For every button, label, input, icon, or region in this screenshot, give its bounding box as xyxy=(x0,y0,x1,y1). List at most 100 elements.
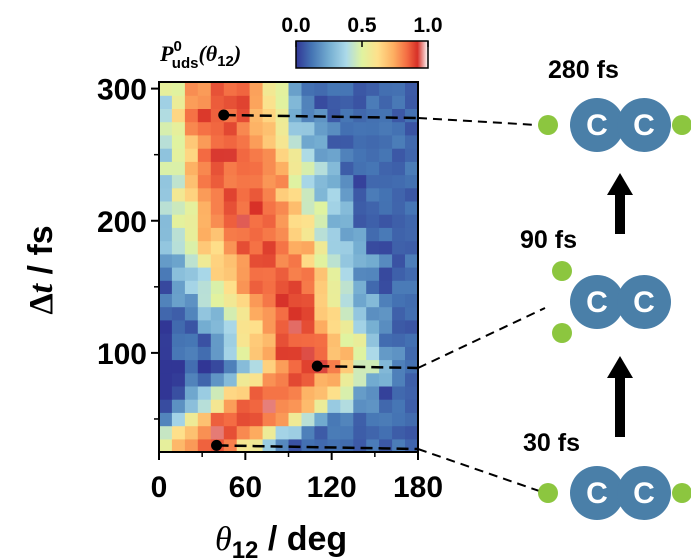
heatmap-cell xyxy=(340,240,354,255)
heatmap-cell xyxy=(314,121,328,136)
heatmap-cell xyxy=(340,187,354,202)
heatmap-cell xyxy=(288,121,303,136)
heatmap-cell xyxy=(236,95,251,109)
carbon-atom xyxy=(570,466,624,520)
y-tick-label: 200 xyxy=(97,206,147,239)
colorbar-ticks: 0.0 0.5 1.0 xyxy=(281,14,443,47)
heatmap-cell xyxy=(184,319,199,334)
heatmap-cell xyxy=(353,174,367,189)
heatmap-cell xyxy=(353,333,367,347)
heatmap-cell xyxy=(159,359,173,374)
marker-point xyxy=(311,360,323,372)
heatmap-cell xyxy=(159,438,173,452)
heatmap-cell xyxy=(236,253,251,268)
heatmap-cell xyxy=(223,200,238,215)
heatmap-cell xyxy=(223,438,238,452)
heatmap-cell xyxy=(171,293,186,308)
heatmap-cell xyxy=(171,108,186,123)
heatmap-cell xyxy=(275,227,290,242)
heatmap-cell xyxy=(171,267,186,281)
heatmap-cell xyxy=(223,253,238,268)
heatmap-cell xyxy=(236,319,251,334)
heatmap-cell xyxy=(159,306,173,321)
x-tick-label: 60 xyxy=(229,471,262,504)
heatmap-cell xyxy=(223,359,238,374)
heatmap-cell xyxy=(262,372,277,387)
heatmap-cell xyxy=(236,372,251,387)
heatmap-cell xyxy=(340,161,354,176)
heatmap-cell xyxy=(184,280,199,294)
heatmap-cell xyxy=(184,200,199,215)
heatmap-cell xyxy=(223,293,238,308)
heatmap-cell xyxy=(210,412,225,427)
heatmap-cell xyxy=(223,240,238,255)
heatmap-cell xyxy=(275,280,290,294)
heatmap-cell xyxy=(366,161,380,176)
heatmap-cell xyxy=(210,372,225,387)
heatmap-cell xyxy=(379,438,393,452)
heatmap-cell xyxy=(262,187,277,202)
heatmap-cell xyxy=(288,293,303,308)
heatmap-cell xyxy=(379,187,393,202)
heatmap-cell xyxy=(249,333,264,347)
heatmap-cell xyxy=(275,372,290,387)
heatmap-cell xyxy=(314,425,328,440)
heatmap-cell xyxy=(159,108,173,123)
heatmap-cell xyxy=(301,161,315,176)
heatmap-cell xyxy=(405,253,418,268)
heatmap-cell xyxy=(379,385,393,400)
heatmap-cell xyxy=(379,200,393,215)
heatmap-cell xyxy=(275,293,290,308)
heatmap-cell xyxy=(236,134,251,149)
heatmap-cell xyxy=(314,82,328,96)
heatmap-cell xyxy=(301,121,315,136)
heatmap-cell xyxy=(275,174,290,189)
leader-line-outside xyxy=(417,117,538,126)
heatmap-cell xyxy=(223,148,238,162)
heatmap-cell xyxy=(184,161,199,176)
heatmap-cell xyxy=(171,399,186,413)
heatmap-cell xyxy=(314,200,328,215)
heatmap-cell xyxy=(184,346,199,361)
heatmap-cell xyxy=(275,385,290,400)
heatmap-cell xyxy=(340,134,354,149)
heatmap-cell xyxy=(184,438,199,452)
heatmap-cell xyxy=(210,267,225,281)
heatmap-cell xyxy=(223,174,238,189)
heatmap-cell xyxy=(262,319,277,334)
heatmap-cell xyxy=(249,108,264,123)
heatmap-cell xyxy=(223,161,238,176)
heatmap-cell xyxy=(171,240,186,255)
heatmap-cell xyxy=(288,399,303,413)
heatmap-cell xyxy=(327,333,341,347)
heatmap-cell xyxy=(301,253,315,268)
hydrogen-atom xyxy=(538,115,558,135)
heatmap-cell xyxy=(275,333,290,347)
arrow-shaft xyxy=(615,374,625,437)
heatmap-cell xyxy=(197,214,212,228)
heatmap-cell xyxy=(353,227,367,242)
heatmap-cell xyxy=(210,385,225,400)
arrow-shaft xyxy=(615,191,625,234)
heatmap-cell xyxy=(210,319,225,334)
carbon-atom xyxy=(617,98,671,152)
heatmap-cell xyxy=(314,95,328,109)
leader-line-outside xyxy=(417,448,546,494)
heatmap-cell xyxy=(327,306,341,321)
heatmap-cell xyxy=(262,95,277,109)
heatmap-cell xyxy=(210,346,225,361)
heatmap-cell xyxy=(197,187,212,202)
heatmap-cell xyxy=(184,174,199,189)
heatmap-cell xyxy=(392,438,406,452)
heatmap-cell xyxy=(249,399,264,413)
heatmap-cell xyxy=(249,148,264,162)
heatmap-cell xyxy=(197,293,212,308)
heatmap-cell xyxy=(366,240,380,255)
heatmap-cell xyxy=(223,319,238,334)
heatmap-cell xyxy=(184,227,199,242)
heatmap-cell xyxy=(314,399,328,413)
heatmap-cell xyxy=(288,333,303,347)
heatmap-cell xyxy=(197,253,212,268)
heatmap-cell xyxy=(288,214,303,228)
